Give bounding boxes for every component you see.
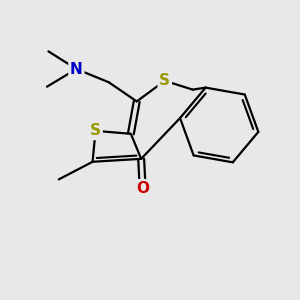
Text: S: S bbox=[159, 73, 170, 88]
Text: S: S bbox=[90, 123, 101, 138]
Text: N: N bbox=[70, 61, 83, 76]
Text: O: O bbox=[136, 181, 149, 196]
